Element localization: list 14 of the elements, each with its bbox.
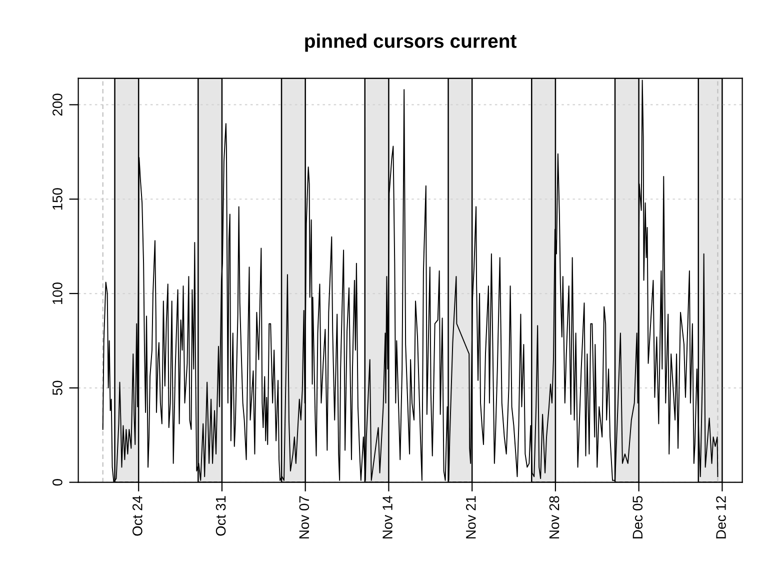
x-tick-label: Oct 24 xyxy=(132,496,142,536)
x-tick-label: Oct 31 xyxy=(216,496,226,536)
x-tick-label: Nov 14 xyxy=(382,496,392,538)
x-tick-label: Nov 21 xyxy=(466,496,476,538)
y-tick-label: 100 xyxy=(52,282,62,304)
x-tick-label: Dec 05 xyxy=(632,496,643,538)
x-tick-label: Dec 12 xyxy=(716,496,726,538)
y-tick-label: 50 xyxy=(52,380,62,396)
chart-title: pinned cursors current xyxy=(305,34,516,52)
x-tick-label: Nov 28 xyxy=(549,496,560,538)
x-tick-label: Nov 07 xyxy=(299,496,310,538)
y-tick-label: 0 xyxy=(52,478,62,486)
y-tick-label: 200 xyxy=(52,94,62,116)
y-tick-label: 150 xyxy=(52,188,62,210)
